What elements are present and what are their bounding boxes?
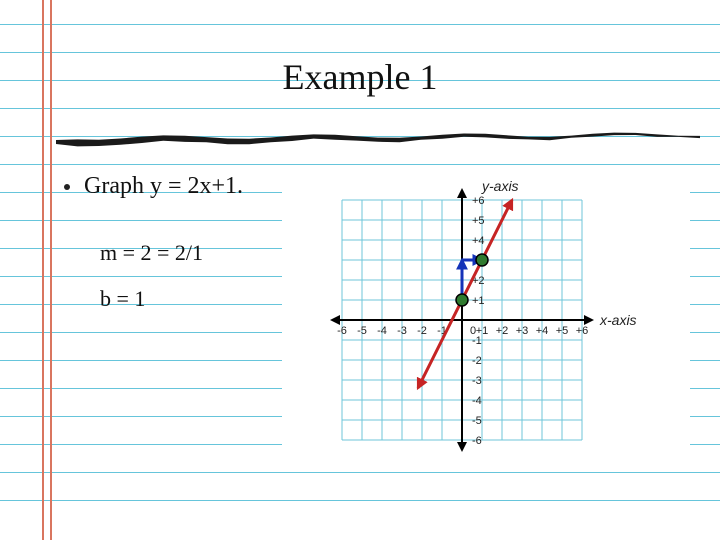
svg-text:+3: +3 [516,325,529,337]
intercept-text: b = 1 [100,286,145,312]
divider-squiggle [56,128,700,150]
page-title: Example 1 [0,56,720,98]
ruled-line [0,24,720,25]
svg-text:-2: -2 [472,355,482,367]
svg-text:+5: +5 [556,325,569,337]
svg-text:-6: -6 [337,325,347,337]
svg-text:-5: -5 [472,415,482,427]
svg-text:-2: -2 [417,325,427,337]
bullet-item: Graph y = 2x+1. [64,173,243,200]
svg-text:-3: -3 [397,325,407,337]
bullet-dot-icon [64,184,70,190]
ruled-line [0,52,720,53]
svg-text:-5: -5 [357,325,367,337]
ruled-line [0,500,720,501]
svg-text:-3: -3 [472,375,482,387]
coordinate-graph: -6-5-4-3-2-1+1+2+3+4+5+6-6-5-4-3-2-1+1+2… [282,180,690,460]
svg-text:+4: +4 [472,235,485,247]
svg-text:+6: +6 [472,195,485,207]
svg-text:+5: +5 [472,215,485,227]
svg-text:-4: -4 [377,325,387,337]
slope-text: m = 2 = 2/1 [100,240,203,266]
svg-text:0: 0 [470,325,476,337]
svg-text:-4: -4 [472,395,482,407]
svg-text:+6: +6 [576,325,589,337]
x-axis-label: x-axis [600,312,637,328]
svg-text:-6: -6 [472,435,482,447]
ruled-line [0,164,720,165]
svg-text:+1: +1 [472,295,485,307]
svg-text:+2: +2 [496,325,509,337]
bullet-text: Graph y = 2x+1. [84,173,243,200]
ruled-line [0,108,720,109]
ruled-line [0,472,720,473]
y-axis-label: y-axis [482,178,519,194]
svg-text:+4: +4 [536,325,549,337]
